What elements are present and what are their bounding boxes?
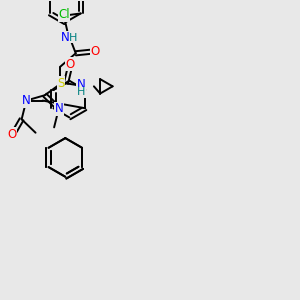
Text: S: S <box>58 77 65 90</box>
Text: N: N <box>77 78 86 92</box>
Text: N: N <box>54 102 63 115</box>
Text: O: O <box>91 45 100 58</box>
Text: Cl: Cl <box>58 8 70 21</box>
Text: O: O <box>65 58 75 70</box>
Text: H: H <box>69 33 78 43</box>
Text: H: H <box>77 87 86 97</box>
Text: O: O <box>7 128 16 141</box>
Text: N: N <box>22 94 31 107</box>
Text: N: N <box>61 31 70 44</box>
